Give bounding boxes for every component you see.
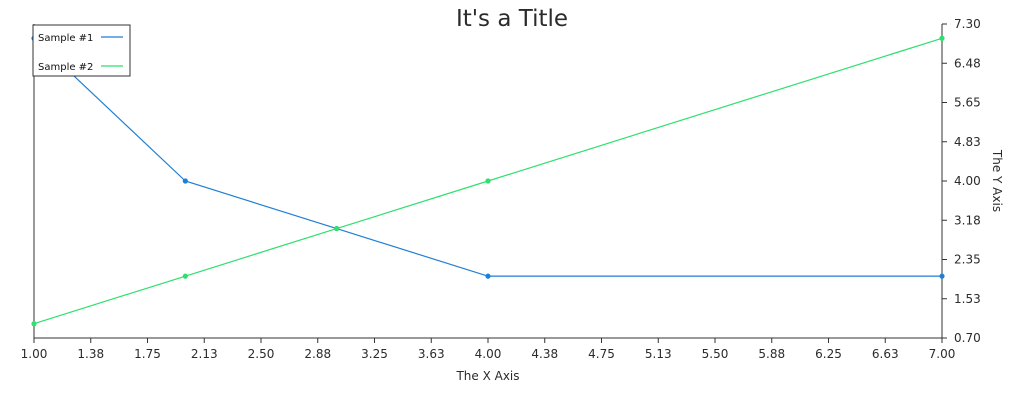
data-point [31, 321, 37, 327]
y-tick-label: 7.30 [954, 17, 981, 31]
x-tick-label: 6.63 [872, 347, 899, 361]
x-tick-label: 7.00 [929, 347, 956, 361]
x-tick-label: 1.00 [21, 347, 48, 361]
y-tick-label: 4.00 [954, 174, 981, 188]
y-tick-label: 6.48 [954, 56, 981, 70]
data-point [182, 178, 188, 184]
legend-label-2: Sample #2 [38, 62, 93, 73]
x-tick-label: 5.13 [645, 347, 672, 361]
x-tick-label: 1.75 [134, 347, 161, 361]
series-line-1 [33, 37, 942, 277]
data-point [485, 273, 491, 279]
y-axis-title: The Y Axis [990, 149, 1004, 212]
y-tick-label: 3.18 [954, 213, 981, 227]
x-tick-label: 2.13 [191, 347, 218, 361]
x-tick-label: 4.75 [588, 347, 615, 361]
x-tick-label: 5.88 [758, 347, 785, 361]
x-tick-label: 5.50 [702, 347, 729, 361]
x-tick-label: 1.38 [77, 347, 104, 361]
chart-title: It's a Title [455, 6, 569, 32]
x-axis-title: The X Axis [455, 369, 519, 383]
data-point [939, 35, 945, 41]
data-point [182, 273, 188, 279]
y-tick-label: 4.83 [954, 135, 981, 149]
legend-label-1: Sample #1 [38, 33, 93, 44]
x-tick-label: 6.25 [815, 347, 842, 361]
y-tick-label: 0.70 [954, 331, 981, 345]
data-point [334, 225, 340, 232]
y-tick-label: 5.65 [954, 96, 981, 110]
data-point [939, 273, 945, 279]
data-point [485, 178, 491, 184]
x-tick-label: 4.38 [531, 347, 558, 361]
x-tick-label: 2.50 [248, 347, 275, 361]
x-tick-label: 3.63 [418, 347, 445, 361]
legend-box [32, 24, 131, 77]
x-tick-label: 3.25 [361, 347, 388, 361]
y-tick-label: 1.53 [954, 292, 981, 306]
x-tick-label: 2.88 [304, 347, 331, 361]
y-tick-label: 2.35 [954, 253, 981, 267]
x-tick-label: 4.00 [475, 347, 502, 361]
